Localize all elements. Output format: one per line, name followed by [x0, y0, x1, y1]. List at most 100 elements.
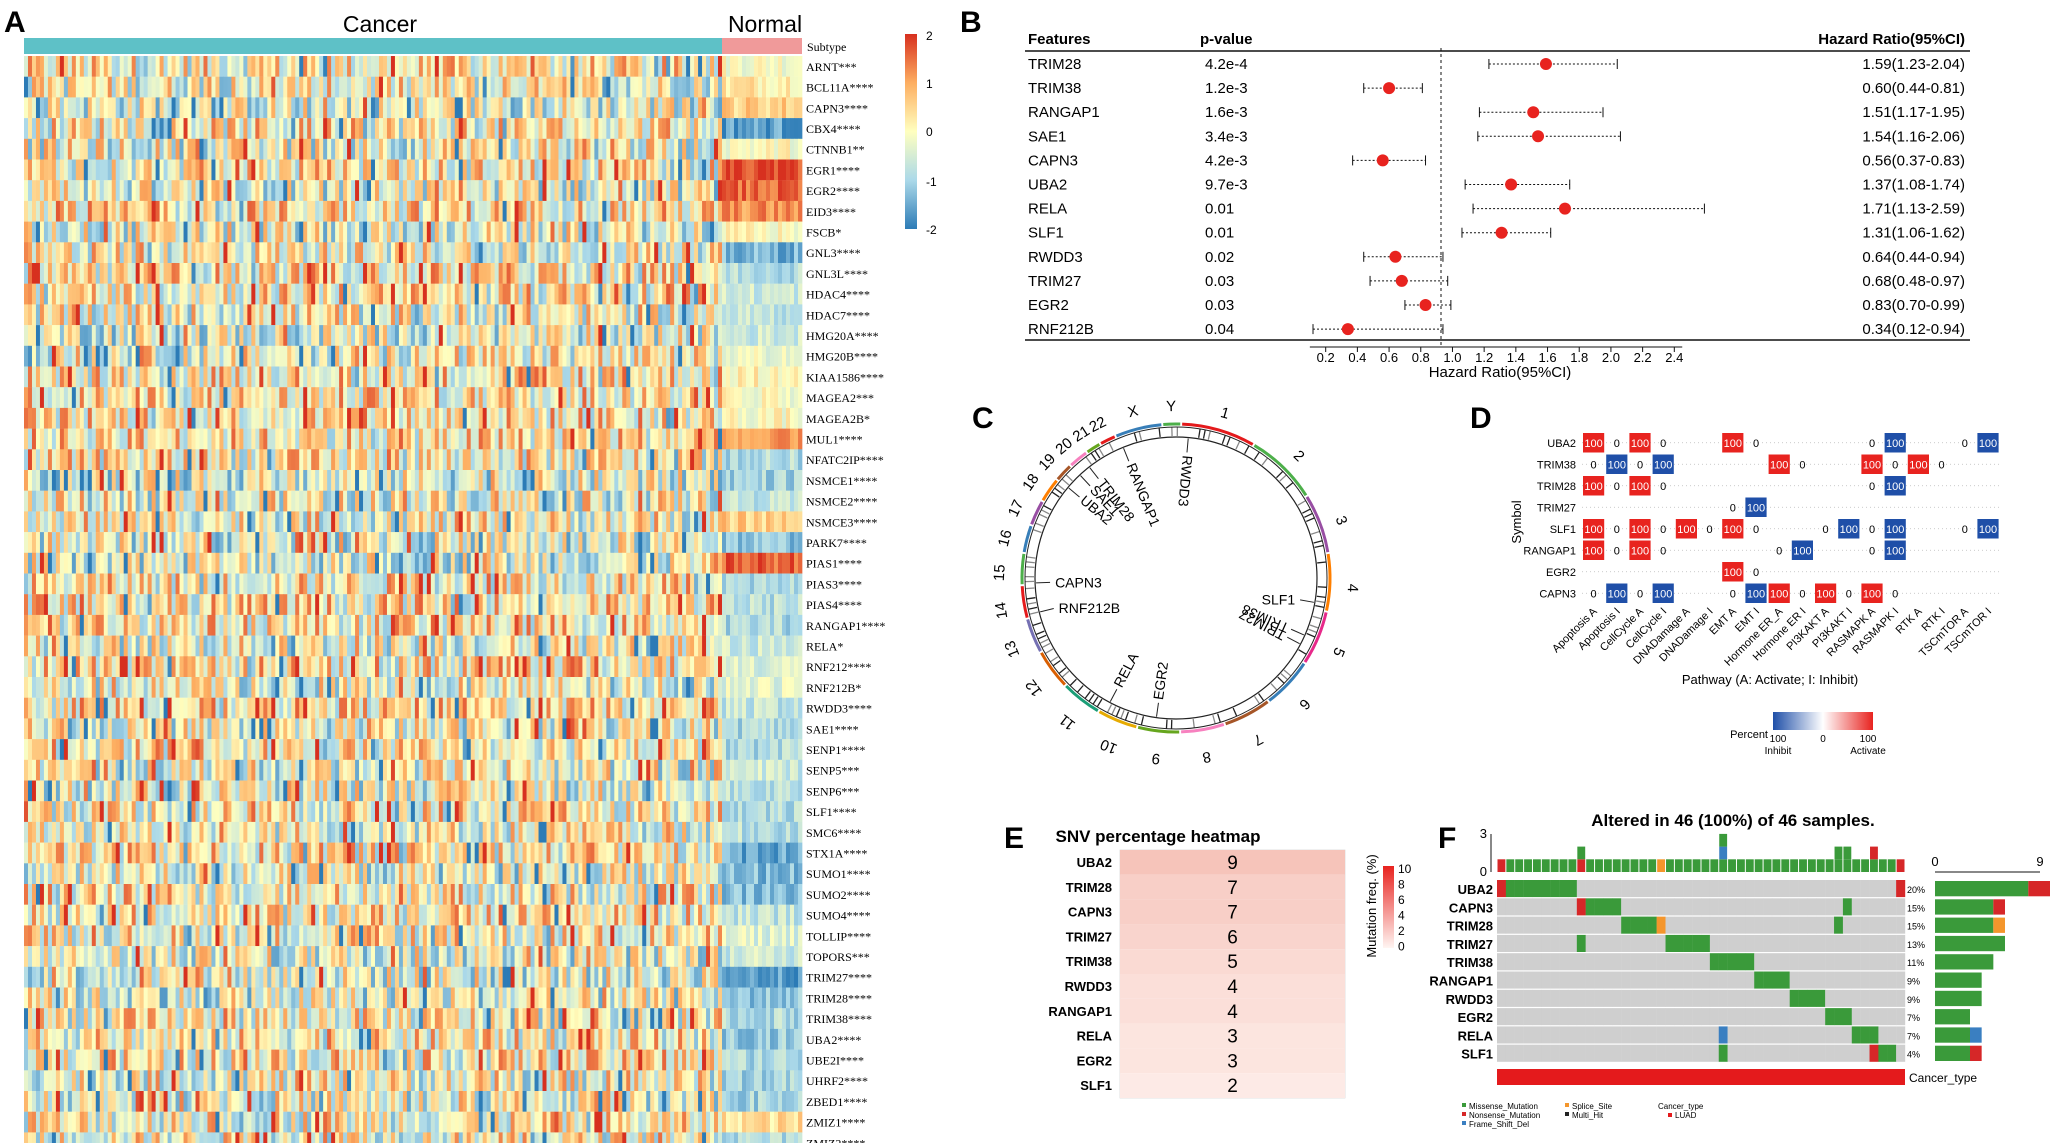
onco-cell: [1550, 898, 1560, 916]
forest-feature-label: UBA2: [1028, 177, 1067, 194]
top-bar-segment: [1568, 859, 1577, 872]
onco-cell: [1887, 898, 1897, 916]
pathway-cell: [1768, 583, 1790, 603]
onco-cell: [1541, 1008, 1551, 1026]
onco-cell: [1576, 916, 1586, 934]
onco-cell: [1497, 989, 1507, 1007]
onco-cell: [1709, 934, 1719, 952]
onco-cell: [1567, 880, 1578, 898]
onco-cell: [1674, 989, 1684, 1007]
right-axis-tick: 0: [1931, 854, 1938, 869]
onco-cell: [1869, 880, 1879, 898]
onco-cell: [1798, 934, 1808, 952]
onco-cell: [1754, 953, 1764, 971]
circos-gene-label: RELA: [1110, 650, 1142, 690]
onco-cell: [1585, 1008, 1595, 1026]
onco-cell: [1736, 1026, 1746, 1044]
chromosome-arc: [1098, 710, 1137, 729]
forest-hr-text: 1.54(1.16-2.06): [1862, 128, 1965, 145]
onco-cell: [1559, 989, 1569, 1007]
onco-cell: [1834, 898, 1844, 916]
onco-cell: [1523, 989, 1533, 1007]
snv-cell-value: 4: [1227, 977, 1238, 998]
onco-cell: [1612, 916, 1622, 934]
snv-cell-value: 2: [1227, 1076, 1238, 1097]
onco-cell: [1638, 898, 1648, 916]
cancer-annotation-bar: [24, 38, 722, 54]
legend-tick-0: 0: [926, 125, 933, 139]
top-bar-segment: [1701, 859, 1710, 872]
pathway-cell-value: 0: [1614, 546, 1620, 558]
chromosome-arc: [1137, 725, 1180, 734]
onco-cell: [1842, 880, 1852, 898]
top-bar-segment: [1586, 859, 1595, 872]
onco-cell: [1718, 916, 1728, 934]
onco-cell: [1887, 989, 1897, 1007]
onco-cell: [1603, 898, 1613, 916]
forest-pvalue: 0.01: [1205, 225, 1234, 242]
onco-cell: [1851, 916, 1861, 934]
forest-tick-label: 2.4: [1665, 350, 1683, 365]
heatmap-row-label: FSCB*: [806, 226, 841, 240]
onco-cell: [1514, 934, 1524, 952]
pathway-cell: [1907, 454, 1929, 474]
onco-cell: [1878, 953, 1888, 971]
onco-gene-label: RELA: [1458, 1028, 1494, 1043]
right-bar-segment: [1935, 935, 2005, 952]
heatmap-row-label: RNF212****: [806, 660, 871, 674]
onco-percent-label: 4%: [1907, 1050, 1920, 1060]
chromosome-label: 3: [1332, 514, 1351, 528]
pathway-cell-value: 100: [1724, 524, 1742, 536]
pathway-cell-value: 100: [1863, 460, 1881, 472]
pathway-cell: [1838, 519, 1860, 539]
onco-cell: [1550, 971, 1560, 989]
onco-cell: [1860, 934, 1870, 952]
onco-cell: [1523, 1008, 1533, 1026]
onco-cell: [1497, 953, 1507, 971]
onco-cell: [1683, 1026, 1693, 1044]
oncoplot-legend: Missense_MutationNonsense_MutationFrame_…: [1462, 1102, 1704, 1129]
pathway-cell: [1861, 583, 1883, 603]
onco-cell: [1647, 1026, 1657, 1044]
forest-point: [1532, 130, 1545, 143]
chromosome-label: Y: [1166, 398, 1176, 415]
onco-cell: [1851, 880, 1861, 898]
snv-cell: [1120, 998, 1345, 1024]
pathway-row-label: TRIM28: [1537, 481, 1576, 493]
forest-hr-text: 0.83(0.70-0.99): [1862, 297, 1965, 314]
top-bar-segment: [1577, 859, 1586, 872]
onco-cell: [1851, 989, 1861, 1007]
chromosome-label: 4: [1344, 584, 1361, 593]
pathway-cell-value: 0: [1869, 524, 1875, 536]
chromosome-label: 15: [991, 564, 1009, 582]
forest-x-axis: 0.2 0.4 0.6 0.8 1.0 1.2 1.4 1.6 1.8 2.0 2.2 2.4: [1309, 346, 1683, 365]
pathway-cell-value: 0: [1892, 589, 1898, 601]
onco-cell: [1594, 953, 1604, 971]
onco-cell: [1505, 1044, 1515, 1062]
onco-cell: [1621, 1026, 1631, 1044]
onco-cell: [1603, 1026, 1613, 1044]
pathway-cell-value: 0: [1869, 438, 1875, 450]
pathway-cell-value: 0: [1939, 460, 1945, 472]
onco-cell: [1736, 916, 1746, 934]
onco-cell: [1656, 1026, 1666, 1044]
onco-cell: [1638, 1026, 1648, 1044]
onco-cell: [1798, 916, 1808, 934]
onco-cell: [1603, 934, 1613, 952]
onco-percent-label: 11%: [1907, 958, 1924, 968]
onco-cell: [1692, 989, 1702, 1007]
right-bar-segment: [1935, 881, 2029, 897]
top-bar-segment: [1896, 859, 1905, 872]
onco-cell: [1834, 971, 1844, 989]
chromosome-label: 17: [1005, 497, 1027, 519]
pathway-cell: [1815, 583, 1837, 603]
percent-legend-tick-left: 100: [1770, 734, 1787, 745]
onco-cell: [1594, 898, 1604, 916]
onco-cell: [1692, 880, 1702, 898]
snv-gene-label: RANGAP1: [1048, 1004, 1112, 1019]
onco-cell: [1638, 1044, 1648, 1062]
forest-point: [1558, 202, 1571, 215]
top-bar-segment: [1772, 859, 1781, 872]
pathway-cell-value: 100: [1840, 524, 1858, 536]
